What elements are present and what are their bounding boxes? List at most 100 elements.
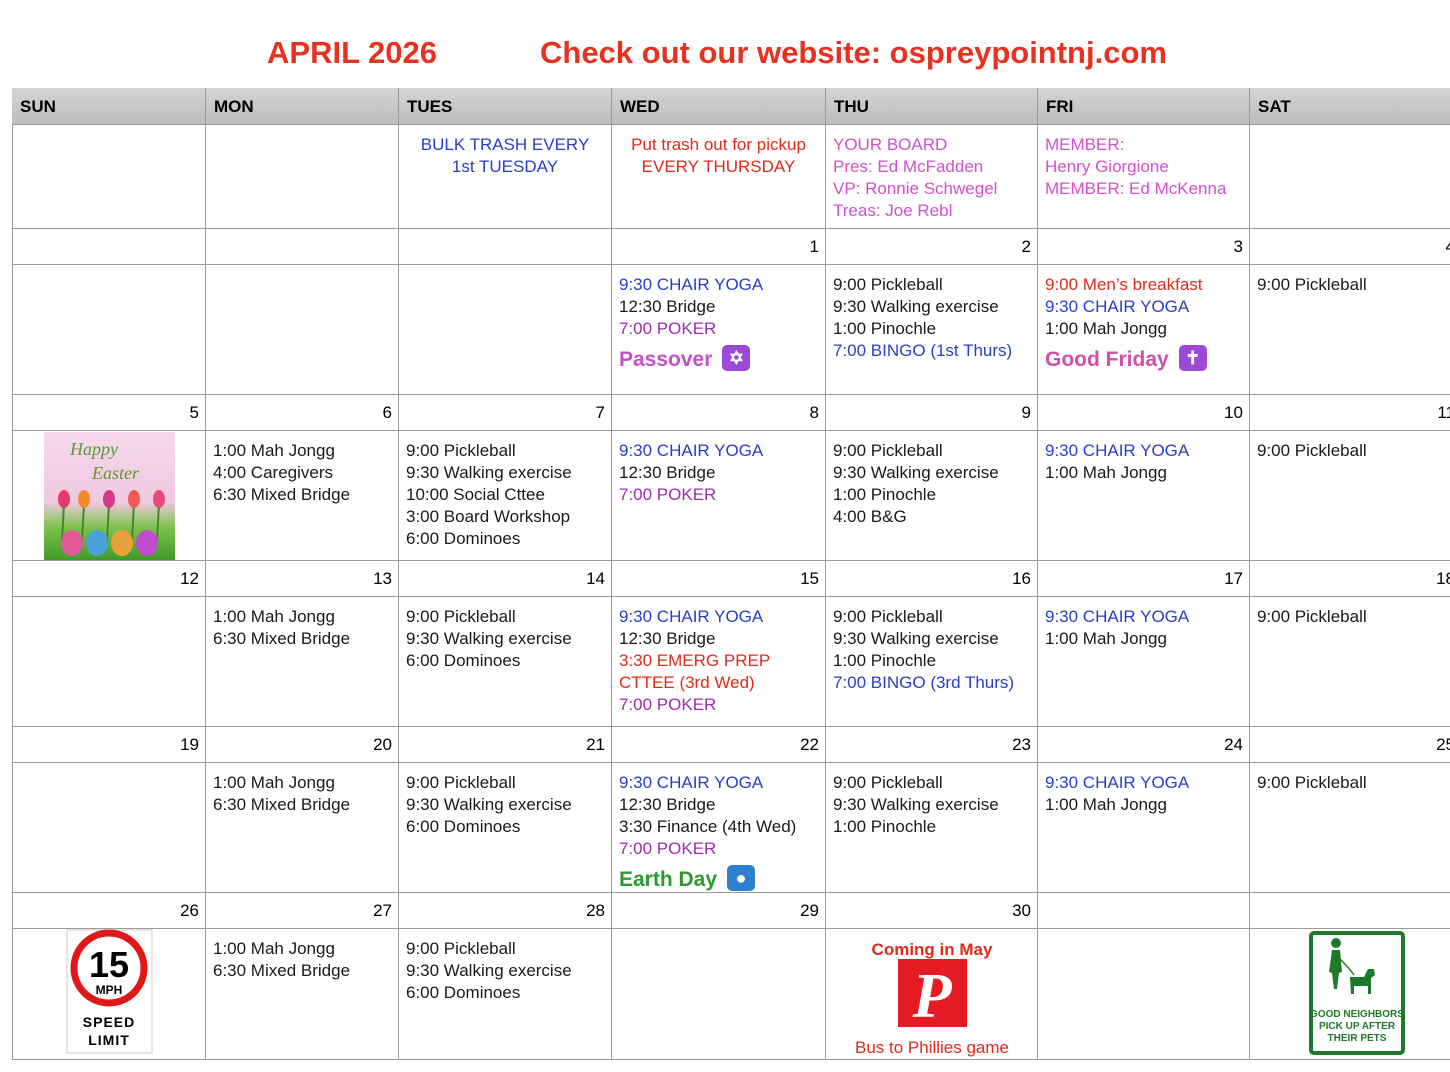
tulip	[153, 490, 165, 508]
stem	[81, 502, 85, 542]
event: 7:00 POKER	[619, 839, 717, 858]
date-cell: 2	[826, 229, 1038, 265]
month-title: APRIL 2026	[267, 35, 438, 70]
event: 9:30 CHAIR YOGA	[619, 607, 764, 626]
event: 9:30 CHAIR YOGA	[619, 441, 764, 460]
date-cell: 7	[399, 395, 612, 431]
day-cell: 9:00 Men’s breakfast 9:30 CHAIR YOGA 1:00 …	[1038, 265, 1250, 395]
date-cell: 6	[206, 395, 399, 431]
date-number: 26	[180, 901, 199, 920]
day-cell	[399, 265, 612, 395]
event: 7:00 POKER	[619, 319, 717, 338]
day-cell	[1250, 929, 1450, 1060]
date-number: 9	[1021, 403, 1031, 422]
date-cell: 5	[12, 395, 206, 431]
note-cell	[1250, 125, 1450, 229]
event: 4:00 B&G	[833, 507, 907, 526]
event: 6:00 Dominoes	[406, 817, 521, 836]
event: 9:00 Pickleball	[833, 441, 943, 460]
event: 9:30 CHAIR YOGA	[619, 773, 764, 792]
date-number: 3	[1233, 237, 1243, 256]
day-cell: 9:30 CHAIR YOGA 1:00 Mah Jongg	[1038, 763, 1250, 893]
date-cell: 21	[399, 727, 612, 763]
date-number: 24	[1224, 735, 1243, 754]
egg	[61, 530, 83, 556]
event: 9:00 Pickleball	[833, 275, 943, 294]
day-cell: 9:00 Pickleball 9:30 Walking exercise 1:00…	[826, 431, 1038, 561]
event: 1:00 Pinochle	[833, 817, 937, 836]
tulip	[128, 490, 140, 508]
day-cell	[206, 265, 399, 395]
event: 9:00 Pickleball	[406, 607, 516, 626]
holiday-name: Passover	[619, 348, 713, 371]
website: Check out our website: ospreypointnj.com	[540, 35, 1167, 70]
date-cell: 4	[1250, 229, 1450, 265]
event: 9:00 Pickleball	[833, 607, 943, 626]
note-line: BULK TRASH EVERY	[420, 135, 590, 154]
weekday-header: FRI	[1038, 88, 1250, 125]
event: 9:00 Pickleball	[406, 441, 516, 460]
date-cell: 27	[206, 893, 399, 929]
date-cell: 16	[826, 561, 1038, 597]
date-number: 6	[382, 403, 392, 422]
event: 7:00 BINGO (1st Thurs)	[833, 341, 1013, 360]
date-cell: 1	[612, 229, 826, 265]
date-number: 4	[1446, 237, 1450, 256]
event: 12:30 Bridge	[619, 795, 716, 814]
event: 1:00 Mah Jongg	[1045, 319, 1167, 338]
event: 1:00 Mah Jongg	[1045, 463, 1167, 482]
event: 9:30 Walking exercise	[406, 795, 572, 814]
event: 1:00 Pinochle	[833, 651, 937, 670]
holiday: Good Friday ✝	[1045, 345, 1242, 372]
event: 7:00 POKER	[619, 695, 717, 714]
event: 6:30 Mixed Bridge	[213, 629, 351, 648]
date-number: 11	[1437, 403, 1450, 422]
date-number: 21	[586, 735, 605, 754]
event: 9:30 CHAIR YOGA	[1045, 441, 1190, 460]
event: 6:30 Mixed Bridge	[213, 961, 351, 980]
date-number: 10	[1224, 403, 1243, 422]
logo: P	[911, 960, 952, 1031]
ring	[70, 929, 148, 1007]
event: 6:00 Dominoes	[406, 651, 521, 670]
date-cell: 26	[12, 893, 206, 929]
note-line: Pres: Ed McFadden	[833, 157, 984, 176]
logo-box	[898, 959, 967, 1027]
note-line: Henry Giorgione	[1045, 157, 1169, 176]
tulip	[103, 490, 115, 508]
event: 9:30 Walking exercise	[833, 629, 999, 648]
date-cell: 15	[612, 561, 826, 597]
day-cell: 9:00 Pickleball	[1250, 597, 1450, 727]
day-cell	[12, 763, 206, 893]
note-cell: Put trash out for pickup EVERY THURSDAY	[612, 125, 826, 229]
event: 12:30 Bridge	[619, 629, 716, 648]
event: 9:00 Pickleball	[1257, 773, 1367, 792]
event: 9:00 Pickleball	[406, 939, 516, 958]
day-cell: 9:00 Pickleball	[1250, 431, 1450, 561]
event: 1:00 Mah Jongg	[1045, 629, 1167, 648]
speed-label: LIMIT	[88, 1032, 130, 1048]
date-number: 8	[809, 403, 819, 422]
weekday-header: MON	[206, 88, 399, 125]
pet-text: THEIR PETS	[1328, 1033, 1387, 1044]
date-number: 17	[1224, 569, 1243, 588]
day-cell: 9:00 Pickleball 9:30 Walking exercise 6:00…	[399, 929, 612, 1060]
date-cell: 14	[399, 561, 612, 597]
day-cell: 9:30 CHAIR YOGA 12:30 Bridge 3:30 Finance …	[612, 763, 826, 893]
date-number: 27	[373, 901, 392, 920]
easter-text: Happy	[69, 439, 118, 459]
date-cell	[1038, 893, 1250, 929]
stem	[156, 502, 160, 542]
weekday-header: TUES	[399, 88, 612, 125]
event: 9:30 Walking exercise	[833, 795, 999, 814]
note-line: Put trash out for pickup	[631, 135, 806, 154]
event: 9:30 Walking exercise	[833, 463, 999, 482]
day-cell: 1:00 Mah Jongg 4:00 Caregivers 6:30 Mixed …	[206, 431, 399, 561]
event: 9:30 CHAIR YOGA	[1045, 297, 1190, 316]
tulip	[78, 490, 90, 508]
pet-text: GOOD NEIGHBORS	[1310, 1009, 1404, 1020]
date-number: 7	[595, 403, 605, 422]
